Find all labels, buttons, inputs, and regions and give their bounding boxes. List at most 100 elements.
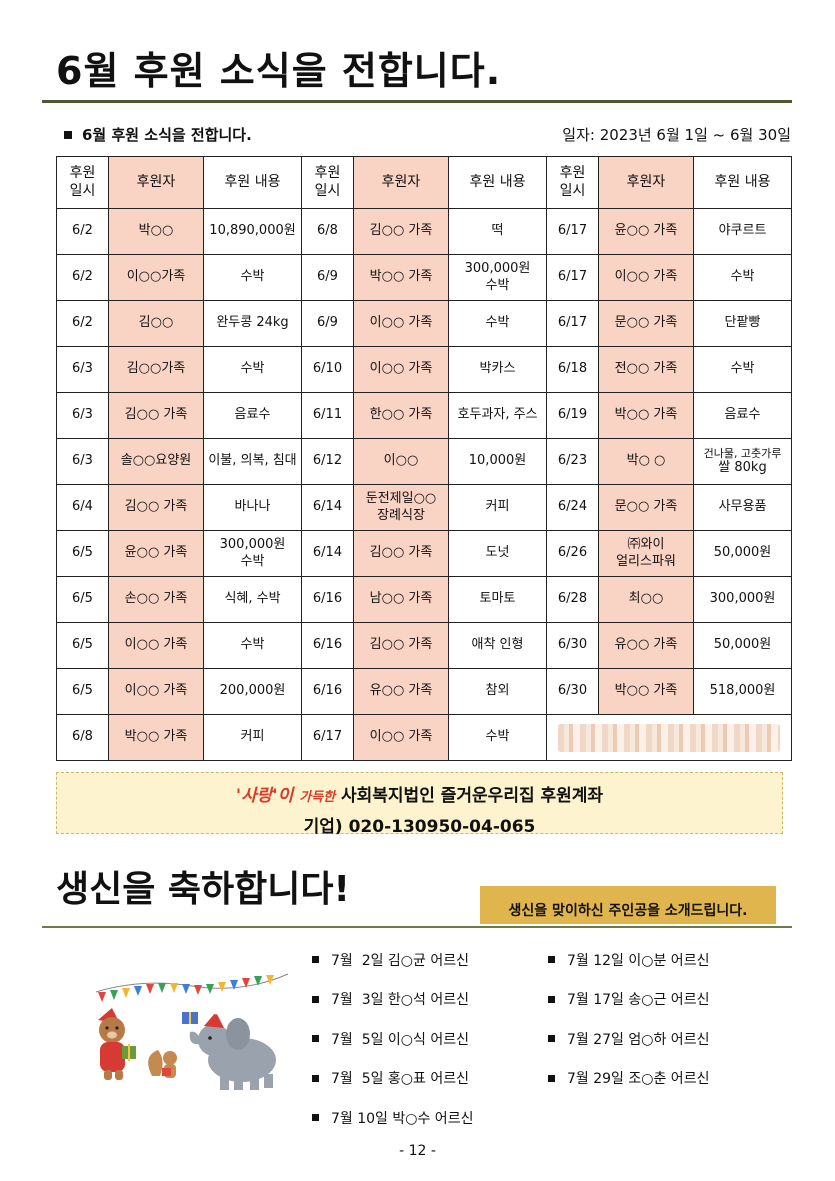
- cell-date: 6/4: [56, 484, 109, 531]
- cell-date: 6/14: [301, 530, 354, 577]
- cell-donor: 유○○ 가족: [598, 622, 694, 669]
- cell-donor: 문○○ 가족: [598, 300, 694, 347]
- cell-date: 6/9: [301, 254, 354, 301]
- cell-date: 6/3: [56, 392, 109, 439]
- cell-donor: 박○○ 가족: [598, 392, 694, 439]
- cell-date: 6/23: [546, 438, 599, 485]
- cell-donor: 이○○ 가족: [598, 254, 694, 301]
- square-bullet-icon: [548, 1035, 555, 1043]
- header-date-bottom: 일시: [314, 182, 341, 199]
- bear-icon: [98, 1008, 136, 1080]
- cell-date: 6/30: [546, 668, 599, 715]
- cell-date: 6/9: [301, 300, 354, 347]
- cell-item: 단팥빵: [693, 300, 792, 347]
- cell-date: 6/5: [56, 622, 109, 669]
- square-bullet-icon: [312, 1035, 319, 1043]
- cell-item: 10,000원: [448, 438, 547, 485]
- table-row: 6/5 이○○ 가족 200,000원 6/16 유○○ 가족 참외 6/30 박○○ 가족 5…: [56, 668, 792, 715]
- donation-account-box: '사랑'이 가득한 사회복지법인 즐거운우리집 후원계좌 기업) 020-130…: [56, 772, 783, 837]
- cell-item: 바나나: [203, 484, 302, 531]
- table-row: 6/5 윤○○ 가족 300,000원 수박 6/14 김○○ 가족 도넛 6/26 ㈜와이 얼리…: [56, 530, 792, 577]
- header-date-bottom: 일시: [559, 182, 586, 199]
- cell-item: 호두과자, 주스: [448, 392, 547, 439]
- cell-date: 6/24: [546, 484, 599, 531]
- birthday-entry: 7월 10일 박○수 어르신: [331, 1110, 474, 1127]
- birthday-entry: 7월 2일 김○균 어르신: [331, 952, 469, 969]
- cell-item: 이불, 의복, 침대: [203, 438, 302, 485]
- donation-table: 후원 일시 후원자 후원 내용 후원 일시 후원자 후원 내용 후원 일시 후원자 후원 내용 6/2…: [56, 156, 792, 761]
- cell-item: 애착 인형: [448, 622, 547, 669]
- cell-date: 6/2: [56, 300, 109, 347]
- cell-donor: 이○○ 가족: [353, 346, 449, 393]
- cell-date: 6/8: [56, 714, 109, 761]
- cell-item: 10,890,000원: [203, 208, 302, 255]
- cell-item-line: 수박: [485, 277, 510, 293]
- birthday-entry: 7월 17일 송○근 어르신: [567, 992, 710, 1009]
- cell-donor: 김○○ 가족: [353, 622, 449, 669]
- cell-item: 50,000원: [693, 530, 792, 577]
- cell-donor: 이○○: [353, 438, 449, 485]
- cell-date: 6/28: [546, 576, 599, 623]
- squirrel-icon: [148, 1050, 177, 1078]
- table-row: 6/3 김○○ 가족 음료수 6/11 한○○ 가족 호두과자, 주스 6/19 박○○ 가족…: [56, 392, 792, 439]
- section-heading-text: 6월 후원 소식을 전합니다.: [82, 126, 252, 144]
- header-date: 후원 일시: [301, 156, 354, 209]
- love-word: '사랑'이: [235, 786, 294, 806]
- account-number: 기업) 020-130950-04-065: [303, 817, 536, 837]
- cell-donor: 남○○ 가족: [353, 576, 449, 623]
- birthday-entry: 7월 12일 이○분 어르신: [567, 952, 710, 969]
- header-donor: 후원자: [598, 156, 694, 209]
- cell-item: 수박: [448, 300, 547, 347]
- cell-donor: 이○○ 가족: [108, 622, 204, 669]
- cell-donor: ㈜와이 얼리스파워: [598, 530, 694, 577]
- cell-date: 6/16: [301, 576, 354, 623]
- cell-date: 6/16: [301, 622, 354, 669]
- cell-date: 6/10: [301, 346, 354, 393]
- cell-item: 50,000원: [693, 622, 792, 669]
- cell-donor: 김○○ 가족: [108, 392, 204, 439]
- cell-item: 300,000원 수박: [448, 254, 547, 301]
- cell-donor: 솔○○요양원: [108, 438, 204, 485]
- square-bullet-icon: [548, 1074, 555, 1082]
- cell-donor: 박○○ 가족: [108, 714, 204, 761]
- table-row: 6/3 솔○○요양원 이불, 의복, 침대 6/12 이○○ 10,000원 6/23 박○ …: [56, 438, 792, 485]
- cell-item: 300,000원: [693, 576, 792, 623]
- header-date-top: 후원: [69, 165, 96, 181]
- birthday-divider: [42, 926, 792, 928]
- birthday-title: 생신을 축하합니다!: [56, 869, 350, 910]
- cell-date: 6/16: [301, 668, 354, 715]
- birthday-list-right: 7월 12일 이○분 어르신 7월 17일 송○근 어르신 7월 27일 엄○하 어…: [548, 940, 709, 1098]
- table-row: 6/3 김○○가족 수박 6/10 이○○ 가족 박카스 6/18 전○○ 가족 수박: [56, 346, 792, 393]
- cell-item: 음료수: [693, 392, 792, 439]
- page-number: - 12 -: [399, 1143, 436, 1159]
- cell-donor: 박○○ 가족: [353, 254, 449, 301]
- cell-item: 수박: [203, 622, 302, 669]
- cell-date: 6/17: [546, 208, 599, 255]
- cell-date: 6/17: [546, 300, 599, 347]
- cell-item: 토마토: [448, 576, 547, 623]
- decorative-pattern-icon: [558, 723, 780, 752]
- cell-donor: 김○○ 가족: [108, 484, 204, 531]
- header-item: 후원 내용: [693, 156, 792, 209]
- cell-item: 커피: [448, 484, 547, 531]
- table-header-row: 후원 일시 후원자 후원 내용 후원 일시 후원자 후원 내용 후원 일시 후원자 후원 내용: [56, 156, 792, 209]
- birthday-badge: 생신을 맞이하신 주인공을 소개드립니다.: [480, 886, 776, 924]
- table-row: 6/2 김○○ 완두콩 24kg 6/9 이○○ 가족 수박 6/17 문○○ 가족 단팥빵: [56, 300, 792, 347]
- cell-date: 6/3: [56, 346, 109, 393]
- decorative-band: [546, 714, 792, 761]
- cell-item: 커피: [203, 714, 302, 761]
- cell-item-line: 건나물, 고춧가루: [703, 446, 782, 460]
- cell-donor-line: 둔전제일○○: [365, 491, 437, 507]
- list-item: 7월 5일 홍○표 어르신: [312, 1059, 473, 1099]
- list-item: 7월 29일 조○춘 어르신: [548, 1059, 709, 1099]
- header-date-top: 후원: [314, 165, 341, 181]
- cell-item: 200,000원: [203, 668, 302, 715]
- cell-donor: 이○○ 가족: [353, 300, 449, 347]
- account-title-line: '사랑'이 가득한 사회복지법인 즐거운우리집 후원계좌: [57, 781, 782, 806]
- cell-item-line: 쌀 80kg: [718, 460, 767, 476]
- birthday-entry: 7월 5일 이○식 어르신: [331, 1031, 469, 1048]
- table-row: 6/2 박○○ 10,890,000원 6/8 김○○ 가족 떡 6/17 윤○○ 가족 야쿠르…: [56, 208, 792, 255]
- cell-donor-line: ㈜와이: [627, 537, 665, 553]
- square-bullet-icon: [64, 130, 72, 139]
- header-date-bottom: 일시: [69, 182, 96, 199]
